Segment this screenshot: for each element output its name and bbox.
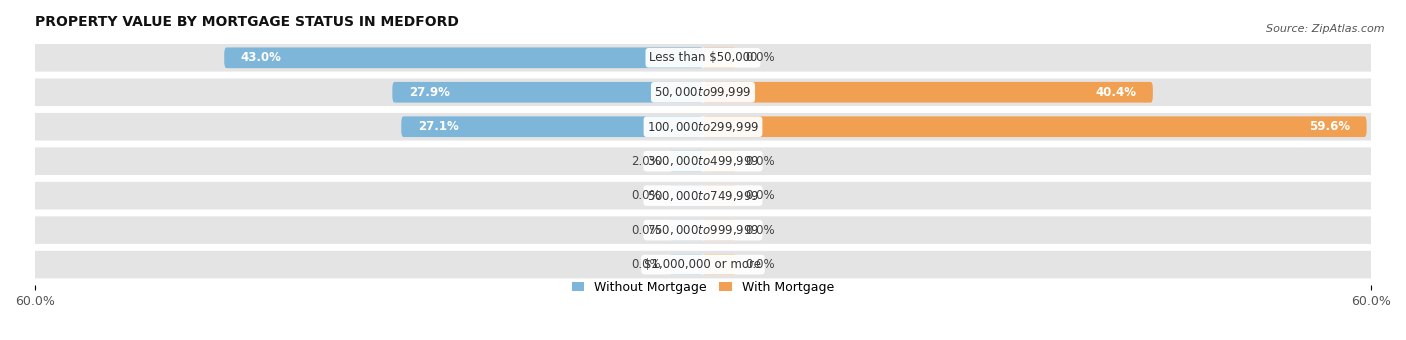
FancyBboxPatch shape <box>703 220 737 240</box>
Legend: Without Mortgage, With Mortgage: Without Mortgage, With Mortgage <box>567 276 839 299</box>
FancyBboxPatch shape <box>224 48 703 68</box>
Text: 0.0%: 0.0% <box>745 189 775 202</box>
Text: PROPERTY VALUE BY MORTGAGE STATUS IN MEDFORD: PROPERTY VALUE BY MORTGAGE STATUS IN MED… <box>35 15 458 29</box>
FancyBboxPatch shape <box>669 254 703 275</box>
Text: 27.9%: 27.9% <box>409 86 450 99</box>
FancyBboxPatch shape <box>669 185 703 206</box>
Text: $300,000 to $499,999: $300,000 to $499,999 <box>647 154 759 168</box>
Text: 0.0%: 0.0% <box>631 224 661 237</box>
FancyBboxPatch shape <box>24 113 1382 140</box>
FancyBboxPatch shape <box>703 48 737 68</box>
FancyBboxPatch shape <box>703 185 737 206</box>
FancyBboxPatch shape <box>392 82 703 103</box>
FancyBboxPatch shape <box>24 44 1382 72</box>
FancyBboxPatch shape <box>24 79 1382 106</box>
Text: 0.0%: 0.0% <box>745 51 775 64</box>
Text: 0.0%: 0.0% <box>631 258 661 271</box>
Text: 59.6%: 59.6% <box>1309 120 1350 133</box>
Text: Source: ZipAtlas.com: Source: ZipAtlas.com <box>1267 24 1385 34</box>
FancyBboxPatch shape <box>669 220 703 240</box>
Text: $500,000 to $749,999: $500,000 to $749,999 <box>647 189 759 203</box>
Text: $50,000 to $99,999: $50,000 to $99,999 <box>654 85 752 99</box>
Text: 2.0%: 2.0% <box>631 155 661 168</box>
Text: 0.0%: 0.0% <box>745 224 775 237</box>
Text: 0.0%: 0.0% <box>745 155 775 168</box>
Text: 0.0%: 0.0% <box>631 189 661 202</box>
FancyBboxPatch shape <box>703 151 737 172</box>
Text: $100,000 to $299,999: $100,000 to $299,999 <box>647 120 759 134</box>
Text: 27.1%: 27.1% <box>418 120 458 133</box>
Text: $750,000 to $999,999: $750,000 to $999,999 <box>647 223 759 237</box>
Text: 40.4%: 40.4% <box>1095 86 1136 99</box>
FancyBboxPatch shape <box>703 116 1367 137</box>
FancyBboxPatch shape <box>24 216 1382 244</box>
FancyBboxPatch shape <box>24 182 1382 209</box>
FancyBboxPatch shape <box>401 116 703 137</box>
Text: Less than $50,000: Less than $50,000 <box>648 51 758 64</box>
FancyBboxPatch shape <box>24 148 1382 175</box>
FancyBboxPatch shape <box>703 82 1153 103</box>
FancyBboxPatch shape <box>703 254 737 275</box>
FancyBboxPatch shape <box>24 251 1382 278</box>
Text: $1,000,000 or more: $1,000,000 or more <box>644 258 762 271</box>
Text: 43.0%: 43.0% <box>240 51 281 64</box>
Text: 0.0%: 0.0% <box>745 258 775 271</box>
FancyBboxPatch shape <box>669 151 703 172</box>
